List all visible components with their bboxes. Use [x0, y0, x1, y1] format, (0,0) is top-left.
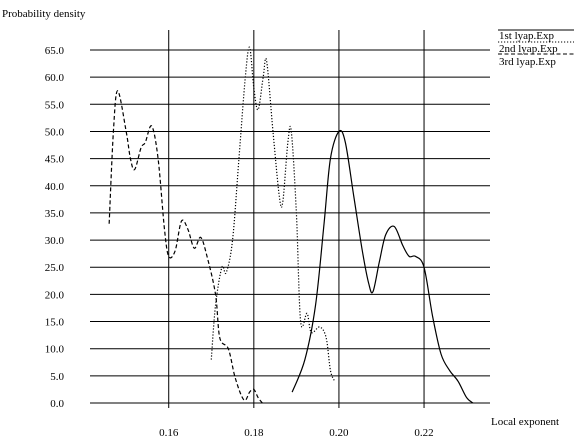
y-tick-label: 50.0	[45, 126, 65, 138]
y-tick-label: 30.0	[45, 235, 65, 247]
y-tick-label: 5.0	[50, 371, 64, 383]
x-tick-label: 0.18	[244, 427, 264, 437]
series-lines	[108, 46, 474, 404]
y-tick-label: 15.0	[45, 317, 65, 329]
legend-label-2nd: 2nd lyap.Exp	[499, 43, 558, 55]
series-line-1	[291, 129, 474, 404]
series-line-3	[108, 90, 263, 404]
grid	[90, 30, 490, 408]
y-tick-labels: 0.0 5.0 10.0 15.0 20.0 25.0 30.0 35.0 40.0 45.0 50…	[45, 45, 65, 410]
y-tick-label: 55.0	[45, 99, 65, 111]
y-tick-label: 35.0	[45, 208, 65, 220]
x-axis-label: Local exponent	[491, 416, 559, 428]
y-tick-label: 20.0	[45, 289, 65, 301]
legend: 1st lyap.Exp 2nd lyap.Exp 3rd lyap.Exp	[498, 29, 574, 68]
y-tick-label: 65.0	[45, 45, 65, 57]
y-tick-label: 40.0	[45, 181, 65, 193]
y-tick-label: 10.0	[45, 344, 65, 356]
series-line-2	[210, 46, 336, 382]
x-tick-labels: 0.16 0.18 0.20 0.22	[159, 427, 434, 437]
legend-label-1st: 1st lyap.Exp	[499, 30, 554, 42]
x-tick-label: 0.22	[414, 427, 433, 437]
legend-label-3rd: 3rd lyap.Exp	[499, 56, 556, 68]
y-axis-label: Probability density	[2, 8, 86, 20]
y-tick-label: 45.0	[45, 154, 65, 166]
y-tick-label: 0.0	[50, 398, 64, 410]
x-tick-label: 0.16	[159, 427, 179, 437]
y-tick-label: 60.0	[45, 72, 65, 84]
x-tick-label: 0.20	[329, 427, 349, 437]
y-tick-label: 25.0	[45, 262, 65, 274]
